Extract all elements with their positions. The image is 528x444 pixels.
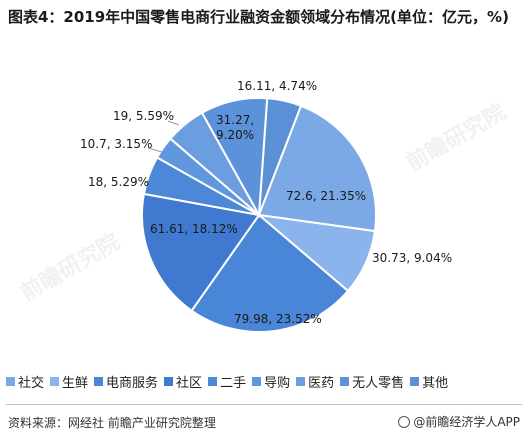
data-label-电商服务: 79.98, 23.52%: [234, 312, 322, 326]
legend-label: 医药: [308, 376, 335, 391]
data-label-社区: 61.61, 18.12%: [150, 222, 238, 236]
legend-swatch: [94, 377, 104, 386]
data-label-导购: 10.7, 3.15%: [80, 137, 152, 151]
legend-swatch: [208, 377, 218, 386]
leader-line-导购: [147, 147, 163, 153]
footer-divider: [6, 404, 522, 405]
legend-label: 生鲜: [62, 376, 89, 391]
legend-swatch: [164, 377, 174, 386]
legend-swatch: [6, 377, 15, 386]
chart-legend: 社交 生鲜 电商服务 社区 二手 导购 医药 无人零售 其他: [6, 372, 522, 391]
pie-slice-社交: [257, 104, 377, 233]
legend-label: 导购: [264, 376, 291, 391]
data-label-无人零售: 31.27, 9.20%: [216, 113, 254, 142]
legend-swatch: [410, 377, 420, 386]
legend-label: 无人零售: [352, 376, 405, 391]
legend-swatch: [340, 377, 350, 386]
legend-swatch: [50, 377, 60, 386]
source-note: 资料来源：网经社 前瞻产业研究院整理: [8, 416, 216, 430]
pie-chart: 16.11, 4.74% 72.6, 21.35% 30.73, 9.04% 79.9…: [80, 79, 452, 333]
data-label-医药: 19, 5.59%: [113, 109, 174, 123]
data-label-社交: 72.6, 21.35%: [286, 189, 366, 203]
legend-item-生鲜: 生鲜: [50, 372, 88, 391]
pie-slice-社区: [141, 192, 261, 313]
legend-swatch: [252, 377, 262, 386]
legend-label: 二手: [220, 376, 247, 391]
legend-swatch: [296, 377, 306, 386]
legend-item-无人零售: 无人零售: [340, 372, 404, 391]
data-label-二手: 18, 5.29%: [88, 175, 149, 189]
brand-label: @前瞻经济学人APP: [413, 415, 520, 429]
legend-label: 其他: [422, 376, 449, 391]
pie-slice-无人零售: [200, 97, 269, 219]
leader-line-医药: [167, 120, 180, 126]
legend-label: 社区: [176, 376, 203, 391]
legend-item-社区: 社区: [164, 372, 202, 391]
legend-item-电商服务: 电商服务: [94, 372, 158, 391]
legend-label: 社交: [18, 376, 45, 391]
legend-item-社交: 社交: [6, 372, 44, 391]
data-label-生鲜: 30.73, 9.04%: [372, 251, 452, 265]
data-label-其他: 16.11, 4.74%: [237, 79, 317, 93]
legend-item-二手: 二手: [208, 372, 246, 391]
legend-item-医药: 医药: [296, 372, 334, 391]
pie-slice-电商服务: [190, 213, 350, 333]
chart-title: 图表4：2019年中国零售电商行业融资金额领域分布情况(单位：亿元，%): [8, 8, 509, 26]
legend-item-其他: 其他: [410, 372, 448, 391]
brand-mark: @前瞻经济学人APP: [398, 413, 520, 430]
legend-label: 电商服务: [106, 376, 159, 391]
legend-item-导购: 导购: [252, 372, 290, 391]
brand-logo-icon: [398, 415, 411, 428]
leader-line-二手: [145, 178, 151, 184]
